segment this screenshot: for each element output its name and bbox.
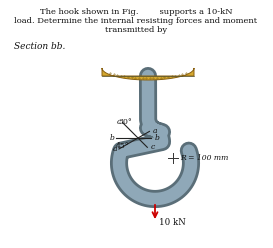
Text: a: a: [113, 145, 117, 153]
Text: 45°: 45°: [116, 142, 130, 150]
Text: transmitted by: transmitted by: [105, 26, 167, 34]
Text: c: c: [116, 119, 121, 126]
Text: Section bb.: Section bb.: [14, 42, 65, 51]
Polygon shape: [102, 68, 194, 80]
Text: c: c: [150, 143, 155, 151]
Text: R = 100 mm: R = 100 mm: [180, 154, 229, 162]
Text: b: b: [154, 134, 159, 142]
Text: load. Determine the internal resisting forces and moment: load. Determine the internal resisting f…: [14, 17, 257, 25]
Text: 30°: 30°: [118, 118, 132, 126]
Text: b: b: [109, 134, 114, 142]
Text: The hook shown in Fig.        supports a 10-kN: The hook shown in Fig. supports a 10-kN: [40, 8, 232, 16]
Text: 10 kN: 10 kN: [159, 218, 186, 227]
Text: a: a: [152, 127, 157, 135]
